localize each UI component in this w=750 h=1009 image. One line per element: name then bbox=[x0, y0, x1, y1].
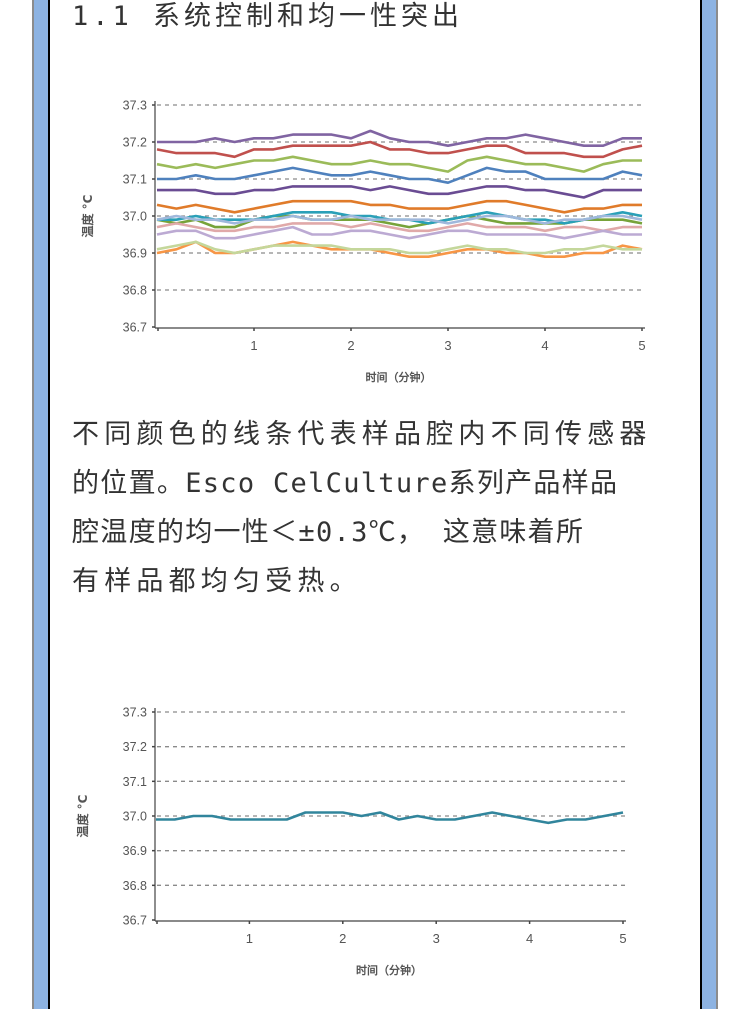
x-tick-label: 5 bbox=[619, 931, 626, 946]
paragraph-line: 的位置。Esco CelCulture系列产品样品 bbox=[72, 468, 619, 499]
y-tick-label: 37.1 bbox=[123, 173, 147, 187]
x-tick-label: 3 bbox=[444, 338, 451, 353]
series-line bbox=[156, 214, 643, 225]
y-tick-label: 37.0 bbox=[123, 810, 147, 824]
page-border-right-inner bbox=[700, 0, 702, 1009]
chart-multi-sensor: 37.3 37.2 37.1 37.0 36.9 36.8 36.7 1 2 3 4 5 时间（分钟） 温… bbox=[80, 99, 646, 385]
page-border-right bbox=[716, 0, 718, 1009]
series-line bbox=[156, 225, 642, 240]
series-line bbox=[156, 240, 642, 255]
series-line bbox=[156, 199, 642, 214]
x-axis-label: 时间（分钟） bbox=[356, 963, 422, 977]
y-tick-label: 37.3 bbox=[123, 99, 147, 113]
series-line bbox=[156, 140, 643, 159]
series-line bbox=[157, 166, 643, 184]
y-tick-label: 36.7 bbox=[123, 321, 147, 335]
section-heading: 1.1 系统控制和均一性突出 bbox=[72, 1, 464, 32]
y-tick-label: 36.8 bbox=[123, 284, 147, 298]
page-border-left bbox=[32, 0, 34, 1009]
y-tick-label: 37.0 bbox=[123, 210, 147, 224]
x-tick-label: 4 bbox=[541, 338, 548, 353]
x-tick-label: 2 bbox=[347, 338, 354, 353]
y-tick-label: 37.2 bbox=[123, 136, 147, 150]
y-tick-label: 36.9 bbox=[123, 247, 147, 261]
paragraph-line: 不同颜色的线条代表样品腔内不同传感器 bbox=[72, 419, 652, 450]
x-tick-label: 1 bbox=[250, 338, 257, 353]
x-tick-label: 4 bbox=[526, 931, 533, 946]
y-tick-label: 37.1 bbox=[123, 775, 147, 789]
y-axis-label: 温度 °C bbox=[75, 794, 90, 837]
y-axis-label: 温度 °C bbox=[80, 194, 95, 237]
series-line bbox=[157, 129, 642, 147]
x-tick-label: 3 bbox=[433, 931, 440, 946]
y-tick-label: 36.8 bbox=[123, 879, 147, 893]
series-line bbox=[156, 222, 642, 233]
series-line bbox=[157, 185, 642, 199]
page-border-left-blue bbox=[34, 0, 48, 1009]
y-tick-label: 36.7 bbox=[123, 914, 147, 928]
y-tick-label: 37.2 bbox=[123, 740, 147, 754]
description-paragraph: 不同颜色的线条代表样品腔内不同传感器 的位置。Esco CelCulture系列… bbox=[72, 410, 692, 606]
x-axis-label: 时间（分钟） bbox=[366, 370, 432, 384]
paragraph-line: 腔温度的均一性＜±0.3℃， 这意味着所 bbox=[72, 517, 585, 548]
y-tick-label: 36.9 bbox=[123, 844, 147, 858]
x-tick-label: 2 bbox=[339, 931, 346, 946]
page-border-right-blue bbox=[702, 0, 716, 1009]
x-tick-label: 5 bbox=[638, 338, 645, 353]
page-border-left-inner bbox=[48, 0, 50, 1009]
series-line bbox=[156, 155, 642, 173]
paragraph-line: 有样品都均匀受热。 bbox=[72, 566, 362, 597]
series-line bbox=[156, 811, 624, 825]
y-tick-label: 37.3 bbox=[123, 706, 147, 720]
x-tick-label: 1 bbox=[246, 931, 253, 946]
